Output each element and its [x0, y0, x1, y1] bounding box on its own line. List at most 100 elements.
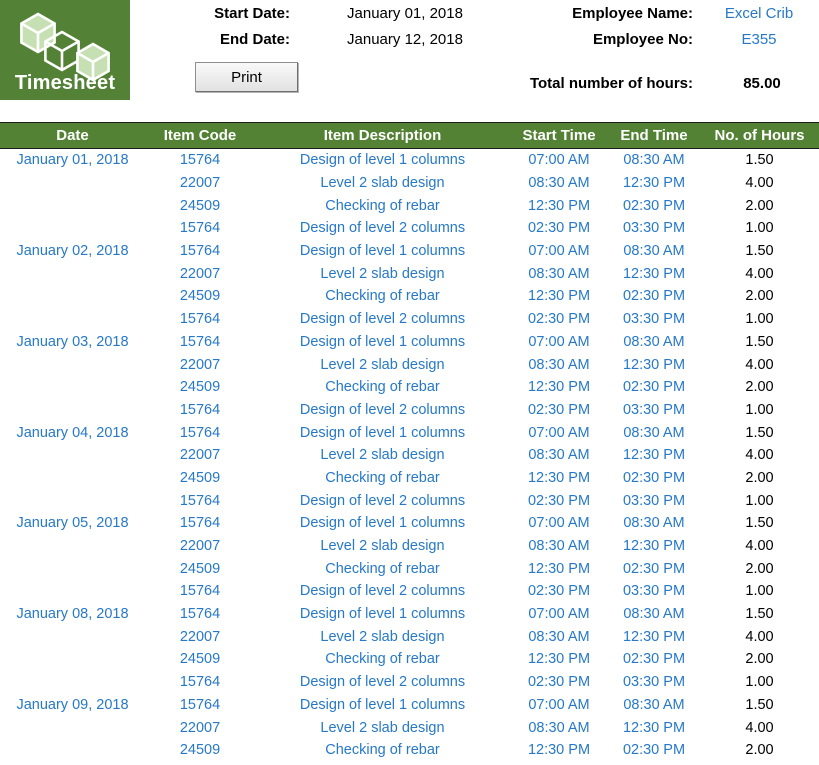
cell-hours[interactable]: 2.00	[745, 651, 774, 668]
cell-hours[interactable]: 4.00	[745, 265, 774, 282]
cell-date[interactable]	[0, 353, 145, 376]
cell-item-code[interactable]: 15764	[179, 401, 221, 418]
cell-start-time[interactable]: 08:30 AM	[528, 175, 590, 192]
cell-item-description[interactable]: Level 2 slab design	[320, 356, 445, 373]
cell-item-description[interactable]: Checking of rebar	[325, 560, 440, 577]
cell-end-time[interactable]: 12:30 PM	[622, 628, 686, 645]
cell-item-description[interactable]: Design of level 1 columns	[299, 606, 466, 623]
cell-item-description[interactable]: Checking of rebar	[325, 379, 440, 396]
cell-date[interactable]: January 09, 2018	[16, 696, 129, 713]
cell-item-code[interactable]: 15764	[179, 583, 221, 600]
cell-end-time[interactable]: 08:30 AM	[623, 152, 685, 169]
cell-item-description[interactable]: Checking of rebar	[325, 651, 440, 668]
cell-item-code[interactable]: 24509	[179, 288, 221, 305]
cell-end-time[interactable]: 12:30 PM	[622, 265, 686, 282]
cell-item-code[interactable]: 15764	[179, 152, 221, 169]
cell-item-code[interactable]: 24509	[179, 560, 221, 577]
cell-date[interactable]	[0, 739, 145, 762]
cell-end-time[interactable]: 08:30 AM	[623, 696, 685, 713]
cell-end-time[interactable]: 12:30 PM	[622, 538, 686, 555]
cell-item-description[interactable]: Design of level 2 columns	[299, 674, 466, 691]
cell-item-code[interactable]: 15764	[179, 515, 221, 532]
cell-item-code[interactable]: 24509	[179, 742, 221, 759]
cell-start-time[interactable]: 12:30 PM	[527, 379, 591, 396]
col-header-start-time[interactable]: Start Time	[510, 122, 608, 149]
cell-date[interactable]	[0, 399, 145, 422]
cell-item-code[interactable]: 15764	[179, 606, 221, 623]
cell-start-time[interactable]: 08:30 AM	[528, 538, 590, 555]
cell-start-time[interactable]: 07:00 AM	[528, 515, 590, 532]
cell-hours[interactable]: 2.00	[745, 379, 774, 396]
cell-date[interactable]	[0, 444, 145, 467]
col-header-item-description[interactable]: Item Description	[255, 122, 510, 149]
cell-date[interactable]	[0, 557, 145, 580]
cell-end-time[interactable]: 02:30 PM	[622, 651, 686, 668]
cell-hours[interactable]: 1.50	[745, 606, 774, 623]
cell-end-time[interactable]: 08:30 AM	[623, 333, 685, 350]
cell-start-time[interactable]: 12:30 PM	[527, 560, 591, 577]
cell-hours[interactable]: 1.50	[745, 243, 774, 260]
cell-date[interactable]	[0, 580, 145, 603]
col-header-item-code[interactable]: Item Code	[145, 122, 255, 149]
cell-start-time[interactable]: 02:30 PM	[527, 492, 591, 509]
cell-hours[interactable]: 4.00	[745, 719, 774, 736]
employee-name-value[interactable]: Excel Crib	[724, 5, 794, 22]
cell-start-time[interactable]: 08:30 AM	[528, 356, 590, 373]
cell-hours[interactable]: 4.00	[745, 356, 774, 373]
cell-end-time[interactable]: 12:30 PM	[622, 447, 686, 464]
cell-item-description[interactable]: Design of level 1 columns	[299, 243, 466, 260]
cell-end-time[interactable]: 08:30 AM	[623, 424, 685, 441]
cell-start-time[interactable]: 08:30 AM	[528, 447, 590, 464]
cell-date[interactable]: January 01, 2018	[16, 152, 129, 169]
end-date-value[interactable]: January 12, 2018	[347, 31, 463, 48]
cell-end-time[interactable]: 12:30 PM	[622, 175, 686, 192]
cell-start-time[interactable]: 02:30 PM	[527, 583, 591, 600]
cell-hours[interactable]: 1.00	[745, 401, 774, 418]
cell-date[interactable]: January 08, 2018	[16, 606, 129, 623]
employee-no-value[interactable]: E355	[741, 31, 777, 48]
cell-item-description[interactable]: Checking of rebar	[325, 288, 440, 305]
cell-start-time[interactable]: 12:30 PM	[527, 651, 591, 668]
cell-start-time[interactable]: 07:00 AM	[528, 243, 590, 260]
cell-item-code[interactable]: 24509	[179, 469, 221, 486]
cell-date[interactable]: January 05, 2018	[16, 515, 129, 532]
cell-end-time[interactable]: 03:30 PM	[622, 583, 686, 600]
cell-item-code[interactable]: 15764	[179, 492, 221, 509]
cell-end-time[interactable]: 03:30 PM	[622, 401, 686, 418]
cell-item-code[interactable]: 22007	[179, 356, 221, 373]
cell-item-description[interactable]: Level 2 slab design	[320, 628, 445, 645]
cell-date[interactable]	[0, 467, 145, 490]
cell-item-description[interactable]: Design of level 2 columns	[299, 492, 466, 509]
cell-hours[interactable]: 1.50	[745, 152, 774, 169]
cell-item-code[interactable]: 24509	[179, 379, 221, 396]
cell-item-description[interactable]: Design of level 1 columns	[299, 333, 466, 350]
cell-end-time[interactable]: 02:30 PM	[622, 560, 686, 577]
cell-start-time[interactable]: 07:00 AM	[528, 424, 590, 441]
cell-hours[interactable]: 2.00	[745, 742, 774, 759]
cell-item-code[interactable]: 22007	[179, 175, 221, 192]
start-date-value[interactable]: January 01, 2018	[347, 5, 463, 22]
cell-end-time[interactable]: 12:30 PM	[622, 719, 686, 736]
cell-end-time[interactable]: 02:30 PM	[622, 469, 686, 486]
cell-hours[interactable]: 1.00	[745, 583, 774, 600]
cell-date[interactable]	[0, 217, 145, 240]
cell-item-description[interactable]: Level 2 slab design	[320, 447, 445, 464]
cell-start-time[interactable]: 08:30 AM	[528, 719, 590, 736]
cell-end-time[interactable]: 08:30 AM	[623, 515, 685, 532]
cell-item-code[interactable]: 15764	[179, 424, 221, 441]
cell-start-time[interactable]: 12:30 PM	[527, 197, 591, 214]
cell-end-time[interactable]: 02:30 PM	[622, 742, 686, 759]
cell-item-code[interactable]: 15764	[179, 696, 221, 713]
cell-date[interactable]: January 02, 2018	[16, 243, 129, 260]
cell-item-code[interactable]: 22007	[179, 719, 221, 736]
cell-date[interactable]	[0, 671, 145, 694]
cell-end-time[interactable]: 02:30 PM	[622, 288, 686, 305]
cell-end-time[interactable]: 03:30 PM	[622, 674, 686, 691]
cell-item-description[interactable]: Checking of rebar	[325, 469, 440, 486]
cell-item-description[interactable]: Design of level 1 columns	[299, 515, 466, 532]
cell-date[interactable]	[0, 716, 145, 739]
cell-start-time[interactable]: 02:30 PM	[527, 674, 591, 691]
cell-date[interactable]	[0, 172, 145, 195]
cell-start-time[interactable]: 07:00 AM	[528, 152, 590, 169]
cell-hours[interactable]: 1.50	[745, 424, 774, 441]
